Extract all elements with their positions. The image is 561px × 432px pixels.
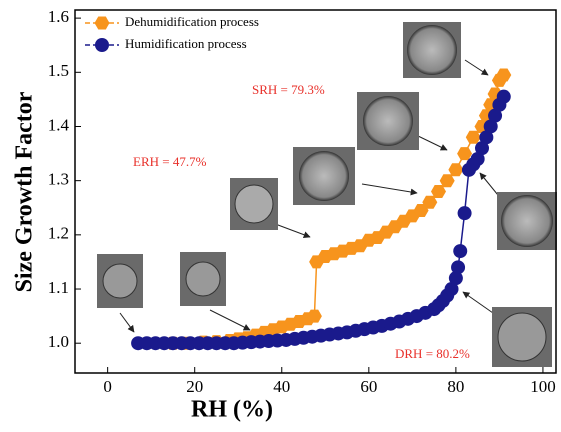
data-point (439, 174, 455, 188)
micrograph-images (97, 22, 557, 367)
data-point (465, 130, 481, 144)
legend-marker (94, 16, 110, 30)
y-tick-label: 1.5 (48, 61, 69, 80)
y-tick-label: 1.4 (48, 115, 70, 134)
y-tick-label: 1.2 (48, 224, 69, 243)
series-line (138, 96, 505, 344)
y-axis-label: Size Growth Factor (12, 91, 38, 292)
data-point (479, 130, 494, 145)
annotation: SRH = 79.3% (252, 82, 325, 97)
legend-marker (95, 38, 109, 52)
data-point (448, 271, 463, 286)
legend-label: Humidification process (125, 36, 247, 51)
data-point (422, 195, 438, 209)
y-tick-label: 1.6 (48, 7, 69, 26)
data-point (413, 204, 429, 217)
data-point (457, 147, 473, 161)
plot-frame (74, 9, 557, 374)
data-point (444, 282, 459, 297)
y-tick-label: 1.1 (48, 278, 69, 297)
y-tick-label: 1.3 (48, 170, 69, 189)
data-point (306, 309, 322, 323)
annotation: DRH = 80.2% (395, 346, 470, 361)
x-axis-label: RH (%) (191, 397, 273, 423)
legend-label: Dehumidification process (125, 14, 259, 29)
x-tick-label: 100 (530, 377, 556, 396)
data-point (470, 151, 485, 166)
data-point (453, 244, 468, 259)
x-tick-label: 80 (447, 377, 464, 396)
data-point (431, 185, 446, 198)
data-point (496, 68, 512, 82)
x-tick-label: 60 (360, 377, 377, 396)
x-tick-label: 40 (273, 377, 290, 396)
annotation: ERH = 47.7% (133, 154, 207, 169)
data-point (451, 260, 466, 275)
x-tick-label: 0 (103, 377, 112, 396)
data-point (457, 206, 472, 221)
x-tick-label: 20 (186, 377, 203, 396)
data-point (448, 163, 464, 177)
y-tick-label: 1.0 (48, 332, 69, 351)
data-point (496, 89, 511, 104)
data-point (488, 108, 503, 123)
data-point (483, 119, 498, 134)
data-point (475, 141, 489, 156)
